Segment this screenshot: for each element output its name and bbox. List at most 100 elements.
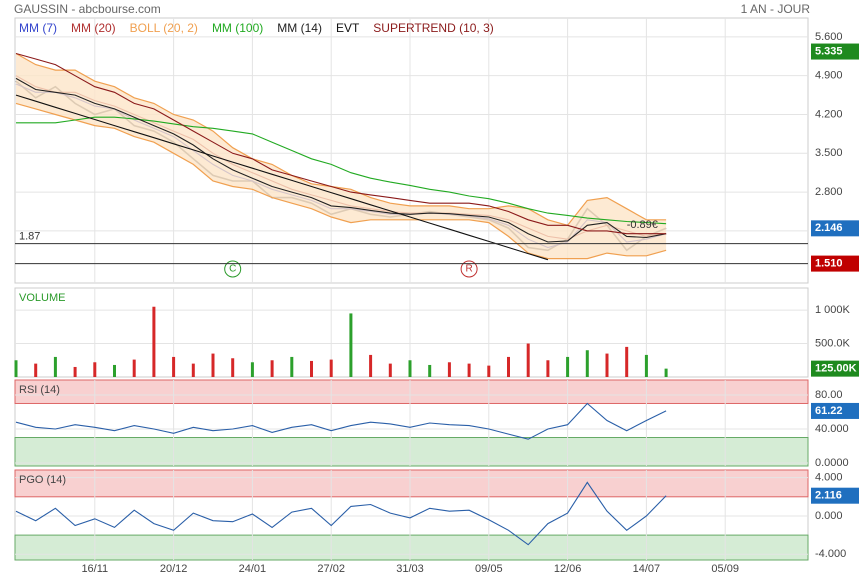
bollinger-upper [15, 52, 667, 226]
y-tick-label: 40.000 [815, 423, 849, 435]
x-tick-label: 09/05 [475, 563, 503, 575]
series-line [15, 481, 667, 546]
value-box-label: 61.22 [815, 405, 843, 417]
bollinger-band [16, 53, 667, 259]
volume-bar [132, 359, 136, 377]
x-tick-label: 24/01 [239, 563, 267, 575]
panel [14, 17, 809, 284]
value-box-label: 2.146 [815, 222, 843, 234]
volume-bar [231, 358, 235, 377]
volume-bar [664, 368, 668, 377]
volume-bar [290, 356, 294, 377]
y-tick-label: 4.900 [815, 70, 843, 82]
y-tick-label: 0.000 [815, 510, 843, 522]
volume-bar [270, 360, 274, 377]
series-line [15, 52, 667, 235]
event-label: R [465, 264, 472, 275]
panel-title: VOLUME [19, 292, 65, 304]
oversold-zone [14, 534, 809, 561]
volume-bar [93, 362, 97, 377]
y-tick-label: 80.00 [815, 389, 843, 401]
oversold-zone [14, 437, 809, 467]
overbought-zone [14, 379, 809, 404]
event-marker [224, 260, 242, 278]
legend-entry: BOLL (20, 2) [130, 21, 198, 35]
volume-bar [53, 356, 57, 377]
value-box [811, 220, 859, 237]
volume-bar [14, 360, 18, 377]
y-tick-label: -4.000 [815, 548, 846, 560]
y-tick-label: 4.200 [815, 108, 843, 120]
overbought-zone [14, 469, 809, 498]
y-tick-label: 1 000K [815, 304, 851, 316]
value-box-label: 5.335 [815, 45, 843, 57]
legend-entry: MM (14) [277, 21, 322, 35]
y-tick-label: 2.800 [815, 186, 843, 198]
volume-bar [526, 343, 530, 377]
volume-bar [428, 364, 432, 377]
panel-title: PGO (14) [19, 474, 66, 486]
value-box [811, 360, 859, 377]
value-box [811, 255, 859, 272]
series-line [15, 94, 549, 261]
series-line [15, 402, 667, 440]
value-box [811, 487, 859, 504]
volume-bar [605, 353, 609, 377]
volume-bar [250, 362, 254, 377]
volume-bar [34, 363, 38, 377]
volume-bar [73, 366, 77, 377]
period[interactable]: 1 AN - JOUR [741, 2, 811, 16]
x-tick-label: 31/03 [396, 563, 424, 575]
volume-bar [113, 364, 116, 377]
bollinger-lower [15, 102, 667, 260]
volume-bar [329, 359, 333, 377]
volume-bar [585, 350, 589, 377]
volume-bar [310, 360, 313, 377]
x-tick-label: 14/07 [633, 563, 661, 575]
x-tick-label: 27/02 [317, 563, 345, 575]
volume-bar [447, 362, 451, 377]
y-tick-label: 5.600 [815, 31, 843, 43]
y-tick-label: 0.0000 [815, 457, 849, 469]
series-line [16, 116, 667, 225]
value-box [811, 43, 859, 60]
volume-bar [211, 353, 215, 377]
legend-entry: MM (7) [19, 21, 57, 35]
volume-bar [172, 356, 176, 377]
y-tick-label: 3.500 [815, 147, 843, 159]
volume-bar [152, 306, 156, 377]
volume-bar [566, 356, 570, 377]
volume-bar [546, 360, 550, 377]
volume-bar [369, 354, 373, 377]
x-tick-label: 16/11 [81, 563, 108, 575]
volume-bar [467, 363, 471, 377]
volume-bar [388, 363, 392, 377]
page-title: GAUSSIN - abcbourse.com [14, 2, 161, 16]
volume-bar [191, 363, 195, 377]
x-tick-label: 20/12 [160, 563, 188, 575]
event-marker [460, 260, 478, 278]
x-tick-label: 12/06 [554, 563, 582, 575]
legend-entry: SUPERTREND (10, 3) [373, 21, 493, 35]
y-tick-label: 4.000 [815, 472, 843, 484]
annotation: -0.89€ [627, 219, 658, 231]
volume-bar [644, 354, 648, 377]
series-line [15, 77, 667, 243]
panel-title: RSI (14) [19, 384, 60, 396]
value-box-label: 125.00K [815, 363, 857, 375]
value-box-label: 2.116 [815, 490, 842, 502]
volume-bar [507, 356, 510, 377]
value-box-label: 1.510 [815, 258, 843, 270]
volume-bar [349, 313, 353, 377]
legend-entry: MM (100) [212, 21, 263, 35]
y-tick-label: 500.0K [815, 337, 851, 349]
value-box [811, 402, 859, 419]
volume-bar [625, 346, 629, 377]
legend-entry: EVT [336, 21, 360, 35]
volume-bar [487, 365, 491, 377]
volume-bar [408, 360, 412, 377]
legend-entry: MM (20) [71, 21, 116, 35]
event-label: C [229, 264, 236, 275]
